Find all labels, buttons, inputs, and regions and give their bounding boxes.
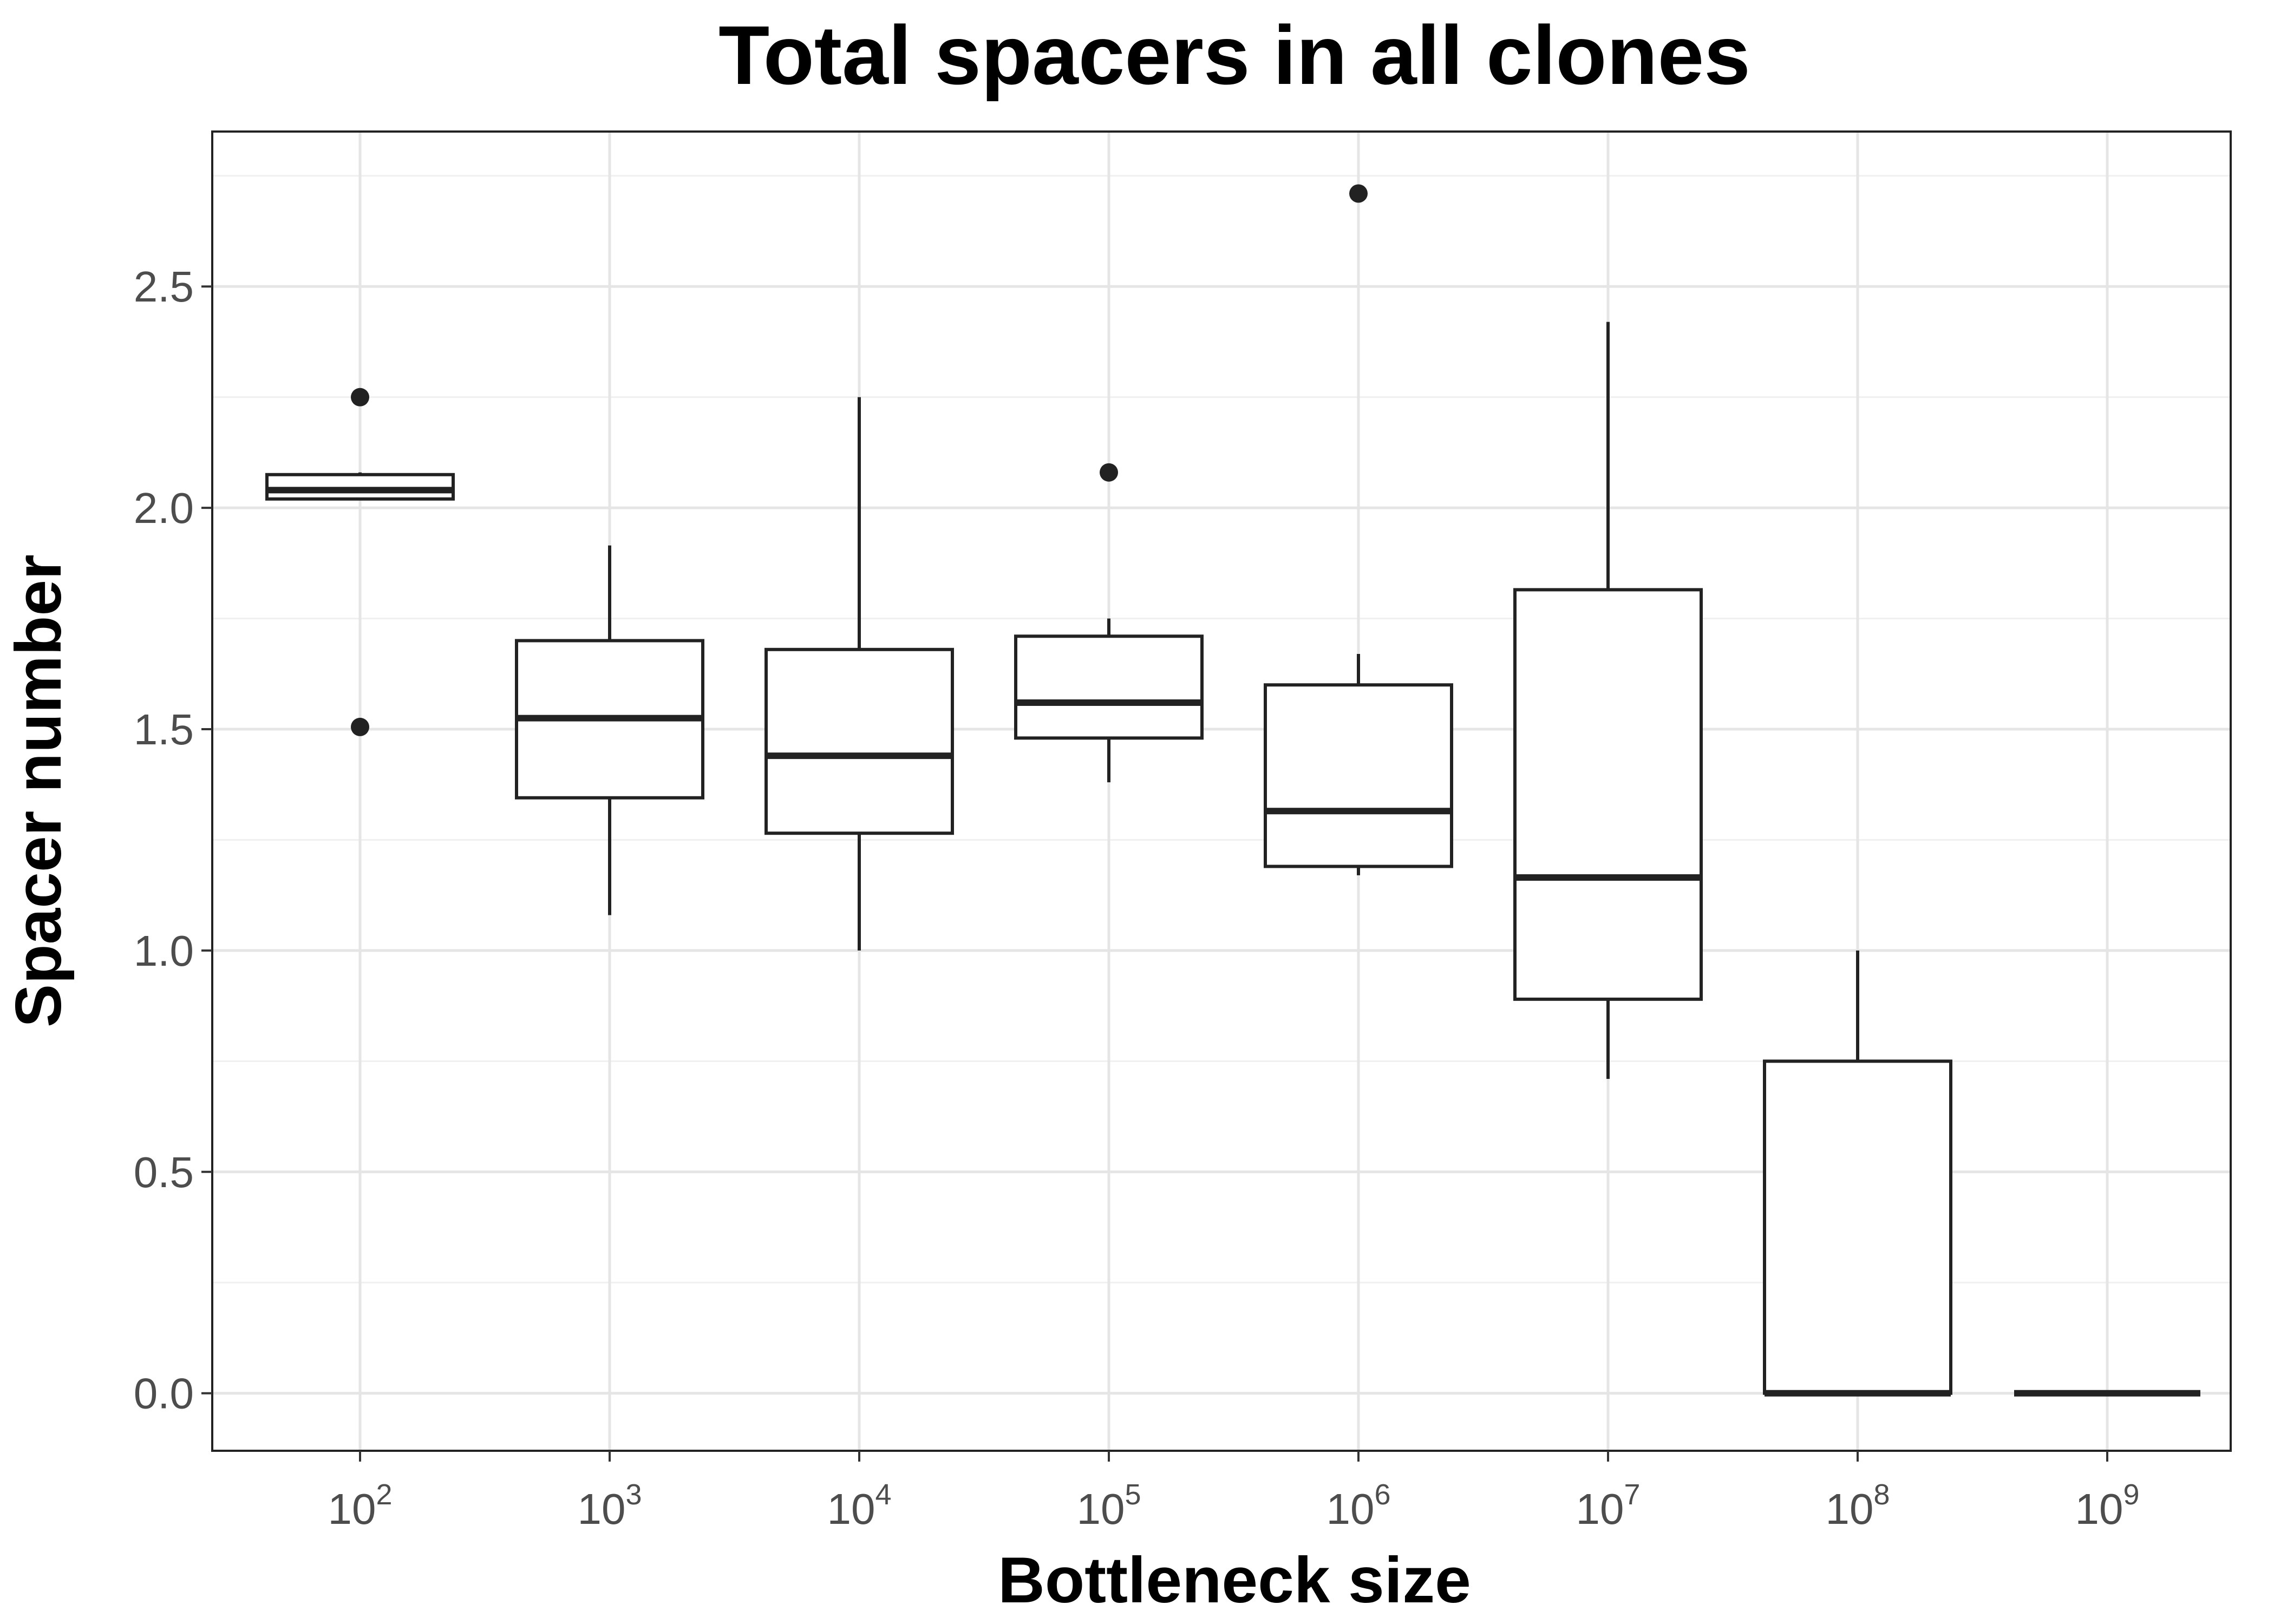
y-tick-label: 0.5: [134, 1148, 194, 1196]
x-tick-label-exponent: 3: [625, 1478, 642, 1511]
x-tick-label: 105: [1076, 1478, 1141, 1533]
box-3: [1014, 463, 1204, 783]
y-tick-label: 2.0: [134, 484, 194, 532]
x-tick-label: 104: [827, 1478, 891, 1533]
x-tick-label-base: 10: [1326, 1485, 1374, 1533]
box-4: [1264, 184, 1453, 875]
x-tick-label-base: 10: [2075, 1485, 2123, 1533]
x-tick-label-exponent: 2: [376, 1478, 392, 1511]
iqr-box: [1763, 1059, 1952, 1395]
chart-title: Total spacers in all clones: [718, 9, 1750, 102]
x-tick-label: 102: [328, 1478, 392, 1533]
iqr-box: [1513, 588, 1703, 1001]
x-tick-label: 109: [2075, 1478, 2139, 1533]
outlier-point: [351, 388, 369, 407]
box-2: [764, 397, 954, 951]
x-tick-label-exponent: 4: [875, 1478, 891, 1511]
x-tick-label-exponent: 6: [1374, 1478, 1390, 1511]
x-tick-label-exponent: 5: [1125, 1478, 1141, 1511]
box-series: [265, 184, 2200, 1397]
iqr-box: [1014, 634, 1204, 740]
x-tick-label-base: 10: [577, 1485, 625, 1533]
x-tick-label-base: 10: [1825, 1485, 1873, 1533]
x-tick-label-exponent: 7: [1624, 1478, 1640, 1511]
box-1: [515, 545, 704, 915]
x-tick-label-base: 10: [328, 1485, 376, 1533]
x-axis-title: Bottleneck size: [998, 1544, 1471, 1616]
box-0: [265, 388, 455, 736]
outlier-point: [1349, 184, 1368, 203]
x-tick-label: 103: [577, 1478, 642, 1533]
x-axis-ticks: 102 103 104 105 106 107 108 109: [328, 1451, 2140, 1533]
x-tick-label: 107: [1576, 1478, 1640, 1533]
box-5: [1513, 322, 1703, 1079]
plot-panel-border: [211, 130, 2232, 1452]
outlier-point: [1100, 463, 1118, 482]
y-tick-label: 0.0: [134, 1370, 194, 1418]
iqr-box: [265, 473, 455, 501]
outlier-point: [351, 717, 369, 736]
x-tick-label-base: 10: [827, 1485, 875, 1533]
iqr-box: [764, 647, 954, 835]
x-tick-label-exponent: 9: [2123, 1478, 2139, 1511]
box-6: [1763, 950, 1952, 1397]
y-tick-label: 2.5: [134, 263, 194, 311]
x-tick-label: 106: [1326, 1478, 1390, 1533]
x-tick-label: 108: [1825, 1478, 1890, 1533]
y-tick-label: 1.0: [134, 927, 194, 975]
x-tick-label-exponent: 8: [1873, 1478, 1890, 1511]
y-axis-ticks: 0.0 0.5 1.0 1.5 2.0 2.5: [134, 263, 212, 1418]
y-tick-label: 1.5: [134, 705, 194, 754]
x-tick-label-base: 10: [1076, 1485, 1125, 1533]
iqr-box: [1264, 683, 1453, 868]
y-axis-title: Spacer number: [2, 554, 75, 1027]
x-tick-label-base: 10: [1576, 1485, 1624, 1533]
